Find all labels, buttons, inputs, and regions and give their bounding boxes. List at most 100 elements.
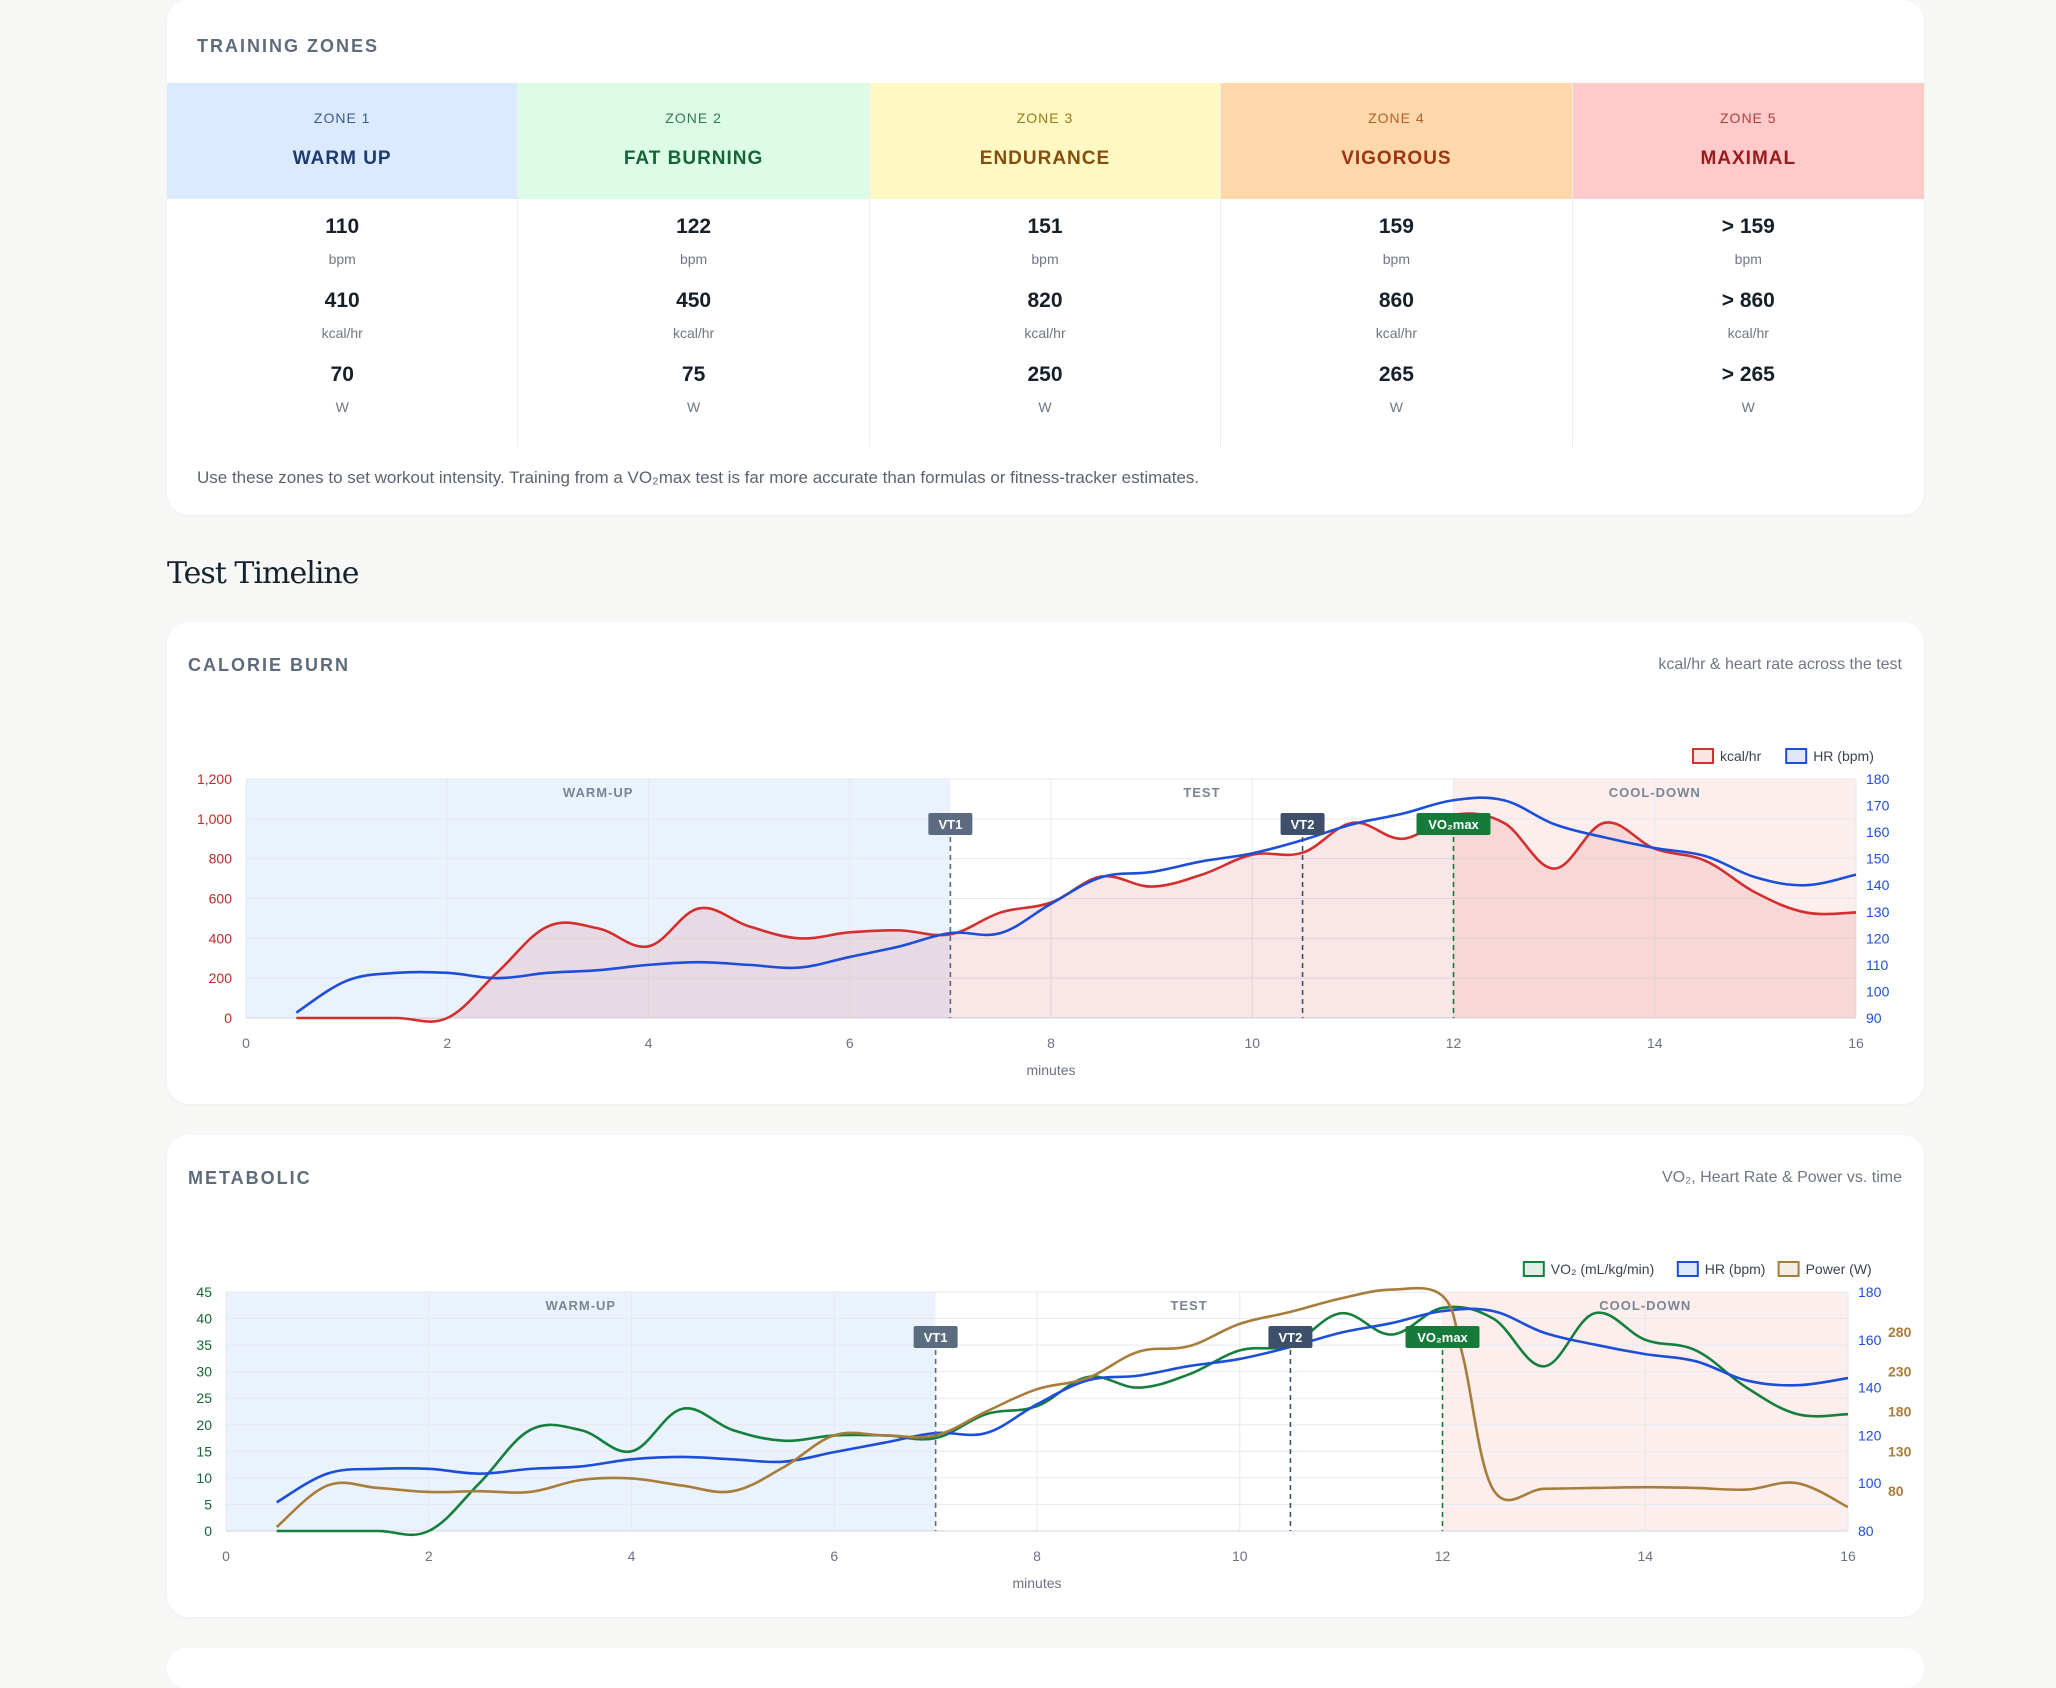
legend-swatch — [1522, 1261, 1545, 1277]
zone-kcal: 820 — [1027, 289, 1063, 312]
y-tick-label: 160 — [1866, 824, 1890, 840]
y-tick-label: 100 — [1866, 983, 1890, 999]
y-tick-label: 30 — [196, 1364, 212, 1380]
zone-kcal-unit: kcal/hr — [672, 325, 715, 341]
zone-header: ZONE 2 FAT BURNING — [518, 83, 869, 199]
zone-header: ZONE 4 VIGOROUS — [1221, 83, 1572, 199]
y-tick-label: 120 — [1858, 1427, 1882, 1443]
threshold-badge — [1268, 1326, 1313, 1348]
x-tick-label: 2 — [443, 1035, 451, 1051]
training-zones-title: TRAINING ZONES — [197, 36, 380, 56]
y-tick-label: 800 — [209, 851, 233, 867]
threshold-badge — [913, 1326, 958, 1348]
zone-kcal-unit: kcal/hr — [1727, 325, 1769, 341]
threshold-badge — [1416, 813, 1491, 835]
y-tick-label: 80 — [1858, 1523, 1874, 1539]
zone-bpm: > 159 — [1721, 215, 1775, 238]
metabolic-subtitle: VO₂, Heart Rate & Power vs. time — [1661, 1169, 1902, 1186]
zone-number: ZONE 1 — [313, 110, 371, 126]
phase-band — [935, 1292, 1443, 1531]
zone-bpm: 151 — [1027, 215, 1063, 238]
y-tick-label: 1,000 — [197, 811, 232, 827]
y-tick-label: 160 — [1858, 1332, 1882, 1348]
y-tick-label: 180 — [1888, 1404, 1912, 1420]
zone-kcal: 860 — [1378, 289, 1414, 312]
threshold-label: VO₂max — [1428, 817, 1479, 832]
y-tick-label: 170 — [1866, 798, 1890, 814]
zone-watts-unit: W — [1038, 399, 1052, 415]
x-tick-label: 8 — [1047, 1035, 1055, 1051]
legend-label: VO₂ (mL/kg/min) — [1551, 1261, 1654, 1277]
y-tick-label: 200 — [209, 970, 233, 986]
y-tick-label: 110 — [1866, 957, 1889, 973]
y-tick-label: 140 — [1858, 1380, 1882, 1396]
zone-column: ZONE 3 ENDURANCE 151 bpm 820 kcal/hr 250 W — [869, 83, 1222, 447]
zone-column: ZONE 2 FAT BURNING 122 bpm 450 kcal/hr 75 W — [518, 83, 870, 447]
y-tick-label: 10 — [196, 1470, 212, 1486]
zone-column: ZONE 4 VIGOROUS 159 bpm 860 kcal/hr 265 W — [1221, 83, 1573, 447]
x-tick-label: 6 — [830, 1548, 838, 1564]
series-line — [276, 1307, 1849, 1504]
x-axis-label: minutes — [1012, 1575, 1061, 1591]
zone-number: ZONE 3 — [1016, 110, 1074, 126]
x-tick-label: 16 — [1848, 1035, 1864, 1051]
x-tick-label: 10 — [1232, 1548, 1248, 1564]
zone-bpm-unit: bpm — [679, 251, 708, 267]
threshold-label: VO₂max — [1417, 1330, 1468, 1345]
zone-watts: 250 — [1027, 363, 1063, 386]
zone-values: 151 bpm 820 kcal/hr 250 W — [870, 199, 1220, 415]
zone-number: ZONE 4 — [1368, 110, 1425, 126]
zone-watts: 75 — [681, 363, 706, 386]
legend-label: Power (W) — [1806, 1261, 1872, 1277]
y-tick-label: 0 — [224, 1010, 232, 1026]
x-tick-label: 4 — [645, 1035, 653, 1051]
series-line — [276, 1305, 1849, 1537]
zones-grid: ZONE 1 WARM UP 110 bpm 410 kcal/hr 70 W ZONE 2 FA… — [167, 83, 1924, 447]
zone-values: > 159 bpm > 860 kcal/hr > 265 W — [1573, 199, 1924, 415]
phase-band — [226, 1292, 936, 1531]
legend-swatch — [1785, 748, 1808, 764]
zone-kcal: 410 — [324, 289, 360, 312]
x-tick-label: 0 — [222, 1548, 230, 1564]
zone-header: ZONE 1 WARM UP — [167, 83, 518, 199]
y-tick-label: 230 — [1888, 1364, 1912, 1380]
phase-label: COOL-DOWN — [1599, 1298, 1691, 1313]
zone-bpm: 122 — [676, 215, 712, 238]
x-tick-label: 16 — [1840, 1548, 1856, 1564]
test-timeline-heading: Test Timeline — [167, 556, 359, 591]
legend-label: HR (bpm) — [1705, 1261, 1766, 1277]
x-tick-label: 12 — [1435, 1548, 1451, 1564]
threshold-badge — [1405, 1326, 1480, 1348]
y-tick-label: 400 — [209, 930, 233, 946]
zone-number: ZONE 5 — [1720, 110, 1777, 126]
training-zones-card: TRAINING ZONES ZONE 1 WARM UP 110 bpm 410 kca… — [167, 0, 1924, 515]
zone-name: VIGOROUS — [1341, 148, 1452, 169]
zone-bpm-unit: bpm — [1031, 251, 1059, 267]
zone-bpm-unit: bpm — [1734, 251, 1762, 267]
series-line — [275, 1286, 1849, 1529]
phase-label: TEST — [1183, 785, 1220, 800]
y-tick-label: 1,200 — [197, 771, 232, 787]
threshold-label: VT2 — [1279, 1330, 1303, 1345]
zone-watts-unit: W — [1741, 399, 1755, 415]
zone-watts: > 265 — [1721, 363, 1775, 386]
y-tick-label: 35 — [196, 1337, 212, 1353]
x-tick-label: 0 — [242, 1035, 250, 1051]
y-tick-label: 600 — [209, 891, 233, 907]
y-tick-label: 15 — [196, 1443, 212, 1459]
y-tick-label: 150 — [1866, 851, 1890, 867]
x-axis-label: minutes — [1026, 1062, 1075, 1078]
y-tick-label: 20 — [196, 1417, 212, 1433]
x-tick-label: 14 — [1647, 1035, 1663, 1051]
x-tick-label: 4 — [628, 1548, 636, 1564]
zone-values: 122 bpm 450 kcal/hr 75 W — [518, 199, 868, 415]
y-tick-label: 40 — [196, 1311, 212, 1327]
y-tick-label: 120 — [1866, 930, 1890, 946]
y-tick-label: 100 — [1858, 1475, 1882, 1491]
zone-header: ZONE 3 ENDURANCE — [869, 83, 1221, 199]
zone-name: MAXIMAL — [1700, 148, 1797, 169]
metabolic-card: METABOLIC VO₂, Heart Rate & Power vs. ti… — [167, 1135, 1924, 1617]
phase-label: WARM-UP — [563, 785, 634, 800]
x-tick-label: 6 — [846, 1035, 854, 1051]
zone-watts: 70 — [330, 363, 354, 386]
